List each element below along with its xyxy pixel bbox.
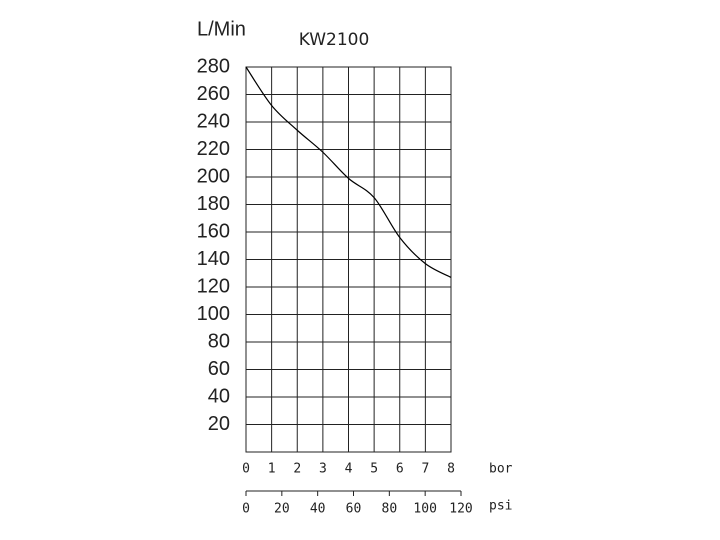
- x-tick-label: 8: [447, 462, 455, 477]
- x-tick-label: 6: [396, 462, 404, 477]
- y-tick-label: 180: [197, 193, 230, 215]
- y-tick-label: 20: [208, 413, 230, 435]
- chart-title: KW2100: [299, 30, 370, 50]
- x2-tick-label: 100: [413, 502, 436, 517]
- x-tick-label: 3: [319, 462, 327, 477]
- x2-tick-label: 0: [242, 502, 250, 517]
- y-tick-label: 120: [197, 275, 230, 297]
- x2-axis-title: psi: [489, 499, 512, 514]
- y-tick-label: 100: [197, 303, 230, 325]
- y-tick-label: 60: [208, 358, 230, 380]
- x2-tick-label: 80: [382, 502, 398, 517]
- flow-curve: [245, 66, 452, 278]
- y-axis-title: L/Min: [197, 18, 246, 40]
- y-tick-label: 140: [197, 248, 230, 270]
- y-tick-label: 280: [197, 55, 230, 77]
- y-tick-label: 220: [197, 138, 230, 160]
- x-tick-label: 7: [421, 462, 429, 477]
- x-tick-label: 4: [345, 462, 353, 477]
- y-tick-label: 240: [197, 110, 230, 132]
- y-tick-label: 80: [208, 330, 230, 352]
- x-tick-label: 5: [370, 462, 378, 477]
- x2-tick-label: 120: [449, 502, 472, 517]
- y-tick-label: 260: [197, 83, 230, 105]
- x-axis-title: bor: [489, 462, 513, 477]
- x2-tick-label: 60: [346, 502, 362, 517]
- x-tick-label: 2: [293, 462, 301, 477]
- x2-tick-label: 40: [310, 502, 326, 517]
- x-tick-label: 1: [268, 462, 276, 477]
- y-tick-label: 40: [208, 385, 230, 407]
- x-tick-label: 0: [242, 462, 250, 477]
- y-tick-label: 200: [197, 165, 230, 187]
- x2-tick-label: 20: [274, 502, 290, 517]
- y-tick-label: 160: [197, 220, 230, 242]
